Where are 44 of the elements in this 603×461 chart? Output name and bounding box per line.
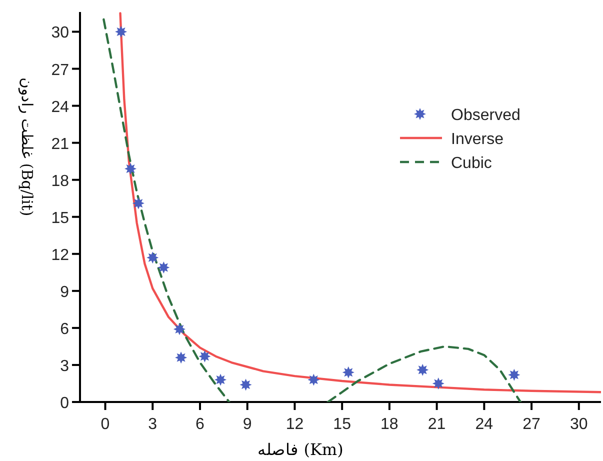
legend-label: Cubic xyxy=(451,155,492,172)
y-tick-label: 9 xyxy=(60,284,70,301)
x-tick-label: 21 xyxy=(428,416,446,433)
point xyxy=(115,26,128,38)
y-tick-label: 3 xyxy=(60,358,70,375)
y-tick-label: 18 xyxy=(51,172,70,190)
x-tick-label: 27 xyxy=(522,416,541,433)
y-tick-label: 15 xyxy=(51,210,70,227)
point xyxy=(508,368,520,381)
y-tick-label: 12 xyxy=(51,246,70,264)
y-tick-label: 21 xyxy=(51,136,70,153)
x-tick-label: 12 xyxy=(286,416,304,433)
line-series xyxy=(326,345,522,402)
x-tick-label: 6 xyxy=(196,416,205,433)
point xyxy=(432,377,444,390)
x-axis-title: فاصله (Km) xyxy=(258,440,344,459)
point xyxy=(198,350,211,362)
x-tick-label: 9 xyxy=(242,416,252,433)
point xyxy=(146,252,159,264)
y-tick-label: 24 xyxy=(51,98,70,116)
y-tick-label: 6 xyxy=(60,320,70,338)
point xyxy=(214,374,227,386)
point xyxy=(158,261,170,274)
point xyxy=(132,197,144,210)
x-tick-label: 3 xyxy=(148,416,158,433)
x-tick-label: 24 xyxy=(475,416,494,433)
x-tick-label: 0 xyxy=(100,416,110,433)
legend-label: Observed xyxy=(451,107,520,124)
x-tick-label: 18 xyxy=(380,416,398,433)
point xyxy=(173,323,186,336)
x-tick-label: 30 xyxy=(570,416,588,433)
point xyxy=(175,352,188,364)
y-tick-label: 30 xyxy=(51,24,70,42)
point xyxy=(240,378,252,391)
y-tick-label: 27 xyxy=(51,62,70,79)
y-axis-title: غلظت رادون (Bq/lit) xyxy=(18,78,36,216)
point xyxy=(308,374,320,386)
point xyxy=(416,364,429,376)
line-series xyxy=(102,18,230,402)
point xyxy=(124,162,137,175)
y-tick-label: 0 xyxy=(60,395,70,412)
x-tick-label: 15 xyxy=(333,416,352,433)
point xyxy=(342,366,354,378)
legend-label: Inverse xyxy=(451,131,504,148)
